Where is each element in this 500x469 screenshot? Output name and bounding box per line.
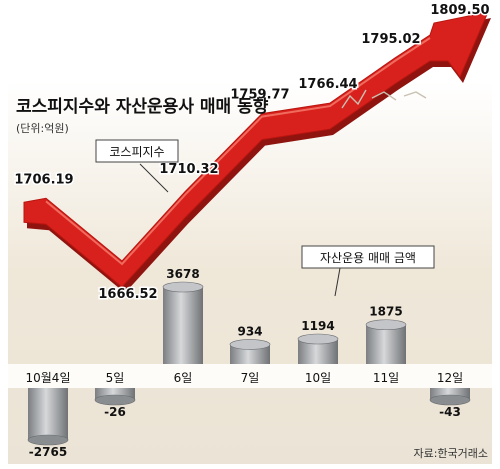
bar-callout-leader — [334, 267, 341, 297]
bar-0: -2765 — [27, 388, 69, 459]
bar-cap — [229, 339, 271, 350]
kospi-value-label: 1809.50 — [430, 3, 489, 18]
bar-value-label: 3678 — [166, 267, 199, 281]
bar-2: 3678 — [162, 267, 204, 364]
bar-4: 1194 — [297, 319, 339, 364]
category-label: 10월4일 — [26, 371, 71, 385]
bar-body — [230, 344, 270, 364]
category-label: 6일 — [174, 371, 193, 385]
category-label: 5일 — [106, 371, 125, 385]
bar-value-label: 1875 — [369, 305, 402, 319]
kospi-arrow-highlight — [45, 37, 431, 266]
kospi-value-label: 1759.77 — [230, 88, 289, 103]
bar-value-label: -43 — [439, 405, 461, 419]
kospi-value-label: 1710.32 — [159, 162, 218, 177]
bars-layer: -2765 -26 3678 934 1194 1875 -43 — [27, 267, 471, 459]
chart-title: 코스피지수와 자산운용사 매매 동향 — [16, 96, 269, 117]
bar-cap — [27, 434, 69, 446]
kospi-callout-box — [95, 139, 179, 163]
kospi-callout-leader — [139, 163, 169, 193]
kospi-arrow: 1706.19 1666.52 1710.32 1759.77 1766.44 1795.… — [13, 2, 491, 304]
category-band — [8, 364, 492, 388]
bar-6: -43 — [429, 388, 471, 419]
source-note: 자료:한국거래소 — [413, 447, 488, 460]
bar-value-label: -26 — [104, 405, 126, 419]
bar-value-label: 1194 — [301, 319, 334, 333]
category-label: 7일 — [241, 371, 260, 385]
crack-marks — [341, 89, 427, 109]
kospi-arrow-body — [23, 11, 489, 288]
category-label: 12일 — [437, 371, 463, 385]
category-label: 10일 — [305, 371, 331, 385]
kospi-value-label: 1706.19 — [14, 172, 73, 187]
bar-body — [163, 287, 203, 364]
kospi-value-label: 1666.52 — [98, 287, 157, 302]
bar-cap — [365, 319, 407, 331]
bar-cap — [162, 281, 204, 293]
bar-cap — [297, 333, 339, 345]
bar-value-label: -2765 — [29, 445, 67, 459]
bar-1: -26 — [94, 388, 136, 419]
kospi-series-name: 코스피지수 — [109, 145, 164, 159]
category-labels: 10월4일 5일 6일 7일 10일 11일 12일 — [26, 371, 464, 385]
unit-label: (단위:억원) — [16, 122, 69, 135]
bar-callout-box — [301, 245, 435, 269]
bar-5: 1875 — [365, 305, 407, 364]
bar-cap — [429, 394, 471, 406]
bar-series-name: 자산운용 매매 금액 — [320, 251, 416, 265]
bar-3: 934 — [229, 324, 271, 364]
bar-cap — [94, 394, 136, 406]
kospi-value-label: 1795.02 — [361, 32, 420, 47]
kospi-value-label: 1766.44 — [298, 77, 357, 92]
category-label: 11일 — [373, 371, 399, 385]
bar-value-label: 934 — [237, 324, 262, 338]
bar-body — [28, 388, 68, 440]
bar-body — [366, 324, 406, 364]
